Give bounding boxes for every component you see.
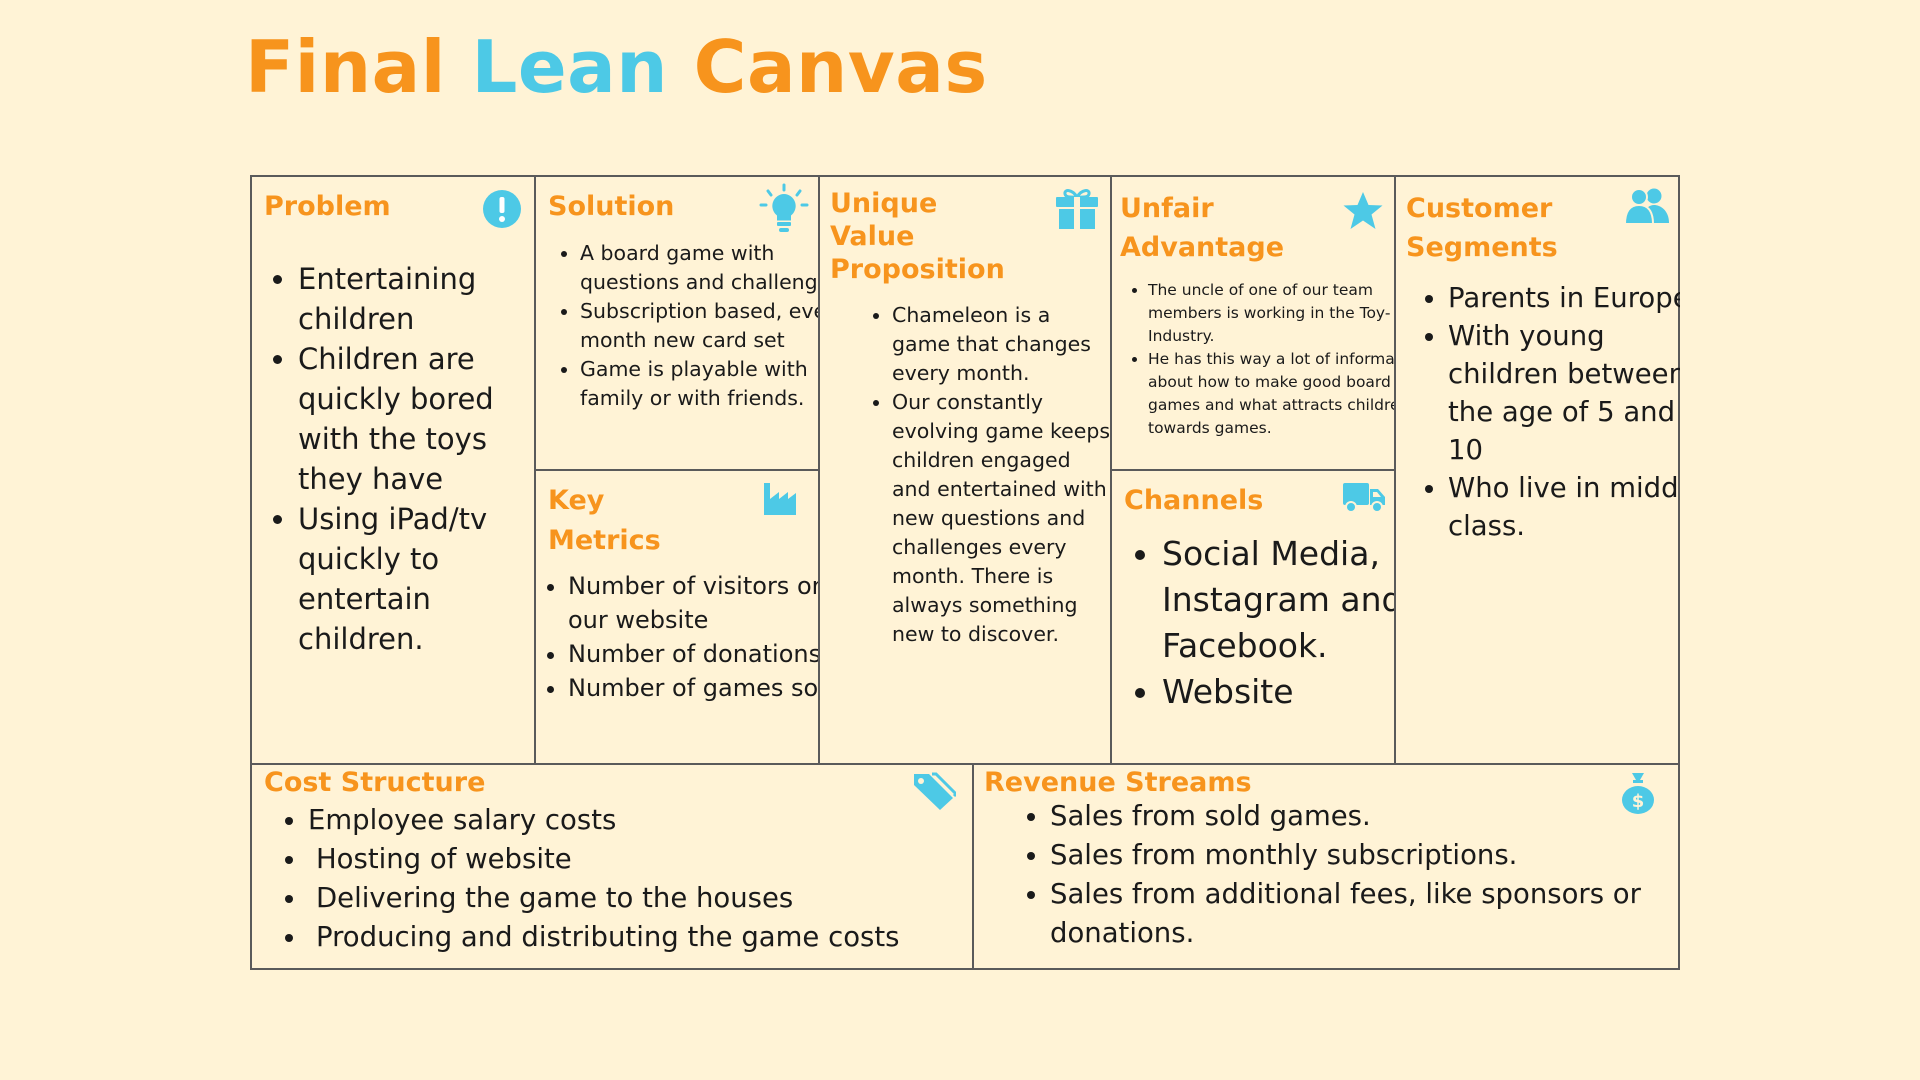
unfair-advantage-section: Unfair Advantage The uncle of one of our … [1112,177,1396,471]
list-item: Number of visitors on our website [568,569,818,637]
list-item: Who live in middle class. [1448,469,1680,545]
list-item: Game is playable with family or with fri… [580,355,818,413]
list-item: Producing and distributing the game cost… [308,918,972,957]
list-item: With young children between the age of 5… [1448,317,1680,469]
customer-segments-heading-line2: Segments [1406,232,1558,263]
uvp-list: Chameleon is a game that changes every m… [860,301,1110,649]
problem-heading: Problem [264,191,391,222]
channels-heading: Channels [1124,485,1264,516]
unfair-advantage-heading: Unfair Advantage [1120,189,1284,267]
uvp-heading: Unique Value Proposition [830,187,1005,286]
cost-structure-list: Employee salary costs Hosting of website… [276,801,972,957]
cost-structure-heading: Cost Structure [264,767,486,798]
list-item: Parents in Europe [1448,279,1680,317]
lightbulb-icon [758,183,810,239]
list-item: Website [1162,669,1394,715]
key-metrics-section: Key Metrics Number of visitors on our web… [536,471,820,765]
truck-icon [1342,479,1386,519]
tags-icon [912,771,959,815]
factory-icon [762,481,798,519]
customer-segments-heading-line1: Customer [1406,193,1553,224]
solution-list: A board game with questions and challeng… [544,239,818,413]
list-item: Subscription based, every month new card… [580,297,818,355]
channels-section: Channels Social Media, Instagram and Fac… [1112,471,1396,765]
list-item: Delivering the game to the houses [308,879,972,918]
key-metrics-heading: Key Metrics [548,481,661,561]
problem-section: Problem Entertaining children Children a… [252,177,536,765]
list-item: Hosting of website [308,840,972,879]
list-item: He has this way a lot of information abo… [1148,348,1394,440]
money-bag-icon: $ [1620,771,1656,819]
list-item: Number of donations [568,637,818,671]
list-item: Our constantly evolving game keeps child… [892,388,1110,649]
list-item: Sales from additional fees, like sponsor… [1050,875,1670,953]
unfair-advantage-list: The uncle of one of our team members is … [1114,279,1394,440]
problem-list: Entertaining children Children are quick… [266,259,534,659]
list-item: Chameleon is a game that changes every m… [892,301,1110,388]
solution-section: Solution A board game with questions and… [536,177,820,471]
uvp-heading-line3: Proposition [830,254,1005,285]
gift-icon [1054,187,1100,233]
list-item: Children are quickly bored with the toys… [298,339,534,499]
key-metrics-list: Number of visitors on our website Number… [540,569,818,705]
uvp-heading-line2: Value [830,221,915,252]
title-word-canvas: Canvas [693,25,988,109]
list-item: Number of games sold [568,671,818,705]
page-title: Final Lean Canvas [245,25,988,109]
list-item: Sales from sold games. [1050,797,1670,836]
exclamation-icon [482,189,522,233]
title-word-final: Final [245,25,446,109]
channels-list: Social Media, Instagram and Facebook. We… [1126,531,1394,715]
star-icon [1342,191,1384,235]
solution-heading: Solution [548,191,675,222]
customer-segments-heading: Customer Segments [1406,189,1558,267]
customer-segments-list: Parents in Europe With young children be… [1416,279,1680,545]
key-metrics-heading-line1: Key [548,485,605,516]
list-item: Social Media, Instagram and Facebook. [1162,531,1394,669]
title-word-lean: Lean [471,25,669,109]
revenue-streams-heading: Revenue Streams [984,767,1252,798]
list-item: A board game with questions and challeng… [580,239,818,297]
list-item: Sales from monthly subscriptions. [1050,836,1670,875]
svg-text:$: $ [1632,791,1645,812]
list-item: Entertaining children [298,259,534,339]
lean-canvas-grid: Problem Entertaining children Children a… [250,175,1680,970]
list-item: Employee salary costs [308,801,972,840]
revenue-streams-list: Sales from sold games. Sales from monthl… [1018,797,1670,953]
unfair-advantage-heading-line1: Unfair [1120,193,1214,224]
users-icon [1623,187,1670,229]
key-metrics-heading-line2: Metrics [548,525,661,556]
revenue-streams-section: Revenue Streams $ Sales from sold games.… [974,765,1680,968]
list-item: Using iPad/tv quickly to entertain child… [298,499,534,659]
customer-segments-section: Customer Segments Parents in Europe With … [1396,177,1680,765]
list-item: The uncle of one of our team members is … [1148,279,1394,348]
uvp-heading-line1: Unique [830,188,938,219]
cost-structure-section: Cost Structure Employee salary costs Hos… [252,765,974,968]
unfair-advantage-heading-line2: Advantage [1120,232,1285,263]
